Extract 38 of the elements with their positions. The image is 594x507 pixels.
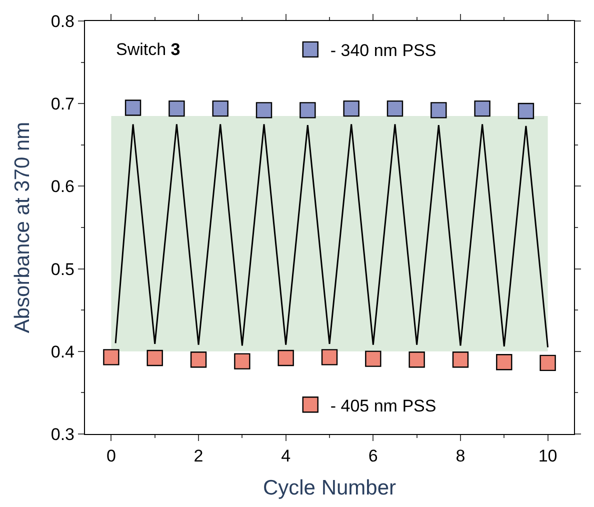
point xyxy=(430,102,447,118)
point xyxy=(168,100,185,117)
point xyxy=(386,100,404,117)
x-tick-label: 0 xyxy=(106,446,116,466)
x-axis-title: Cycle Number xyxy=(262,476,396,500)
x-tick-label: 8 xyxy=(456,446,466,466)
annotation: Switch 3 xyxy=(116,40,180,59)
y-axis-title: Absorbance at 370 nm xyxy=(11,122,34,334)
point xyxy=(518,102,534,120)
point xyxy=(212,100,228,117)
x-tick-label: 4 xyxy=(281,446,291,466)
point xyxy=(343,100,360,117)
point xyxy=(234,353,250,370)
point xyxy=(124,100,142,116)
x-tick-label: 6 xyxy=(368,446,378,466)
y-tick-label: 0.5 xyxy=(50,260,74,279)
y-tick-label: 0.6 xyxy=(50,177,74,196)
y-tick-label: 0.7 xyxy=(50,94,74,114)
point xyxy=(496,354,512,370)
point xyxy=(190,352,207,368)
point xyxy=(474,100,490,117)
point xyxy=(321,349,338,366)
x-tick-label: 10 xyxy=(538,446,558,466)
point xyxy=(278,350,294,366)
point xyxy=(256,102,272,118)
point xyxy=(540,354,556,372)
point xyxy=(103,349,120,366)
point xyxy=(452,352,469,368)
y-tick-label: 0.4 xyxy=(50,342,74,362)
point xyxy=(300,102,316,118)
y-tick-label: 0.8 xyxy=(50,12,74,31)
point xyxy=(408,352,425,368)
legend-label: - 340 nm PSS xyxy=(330,41,436,60)
legend-label: - 405 nm PSS xyxy=(330,396,436,416)
x-tick-label: 2 xyxy=(194,446,204,466)
point xyxy=(146,350,163,366)
point xyxy=(365,350,382,367)
y-tick-label: 0.3 xyxy=(50,424,74,444)
